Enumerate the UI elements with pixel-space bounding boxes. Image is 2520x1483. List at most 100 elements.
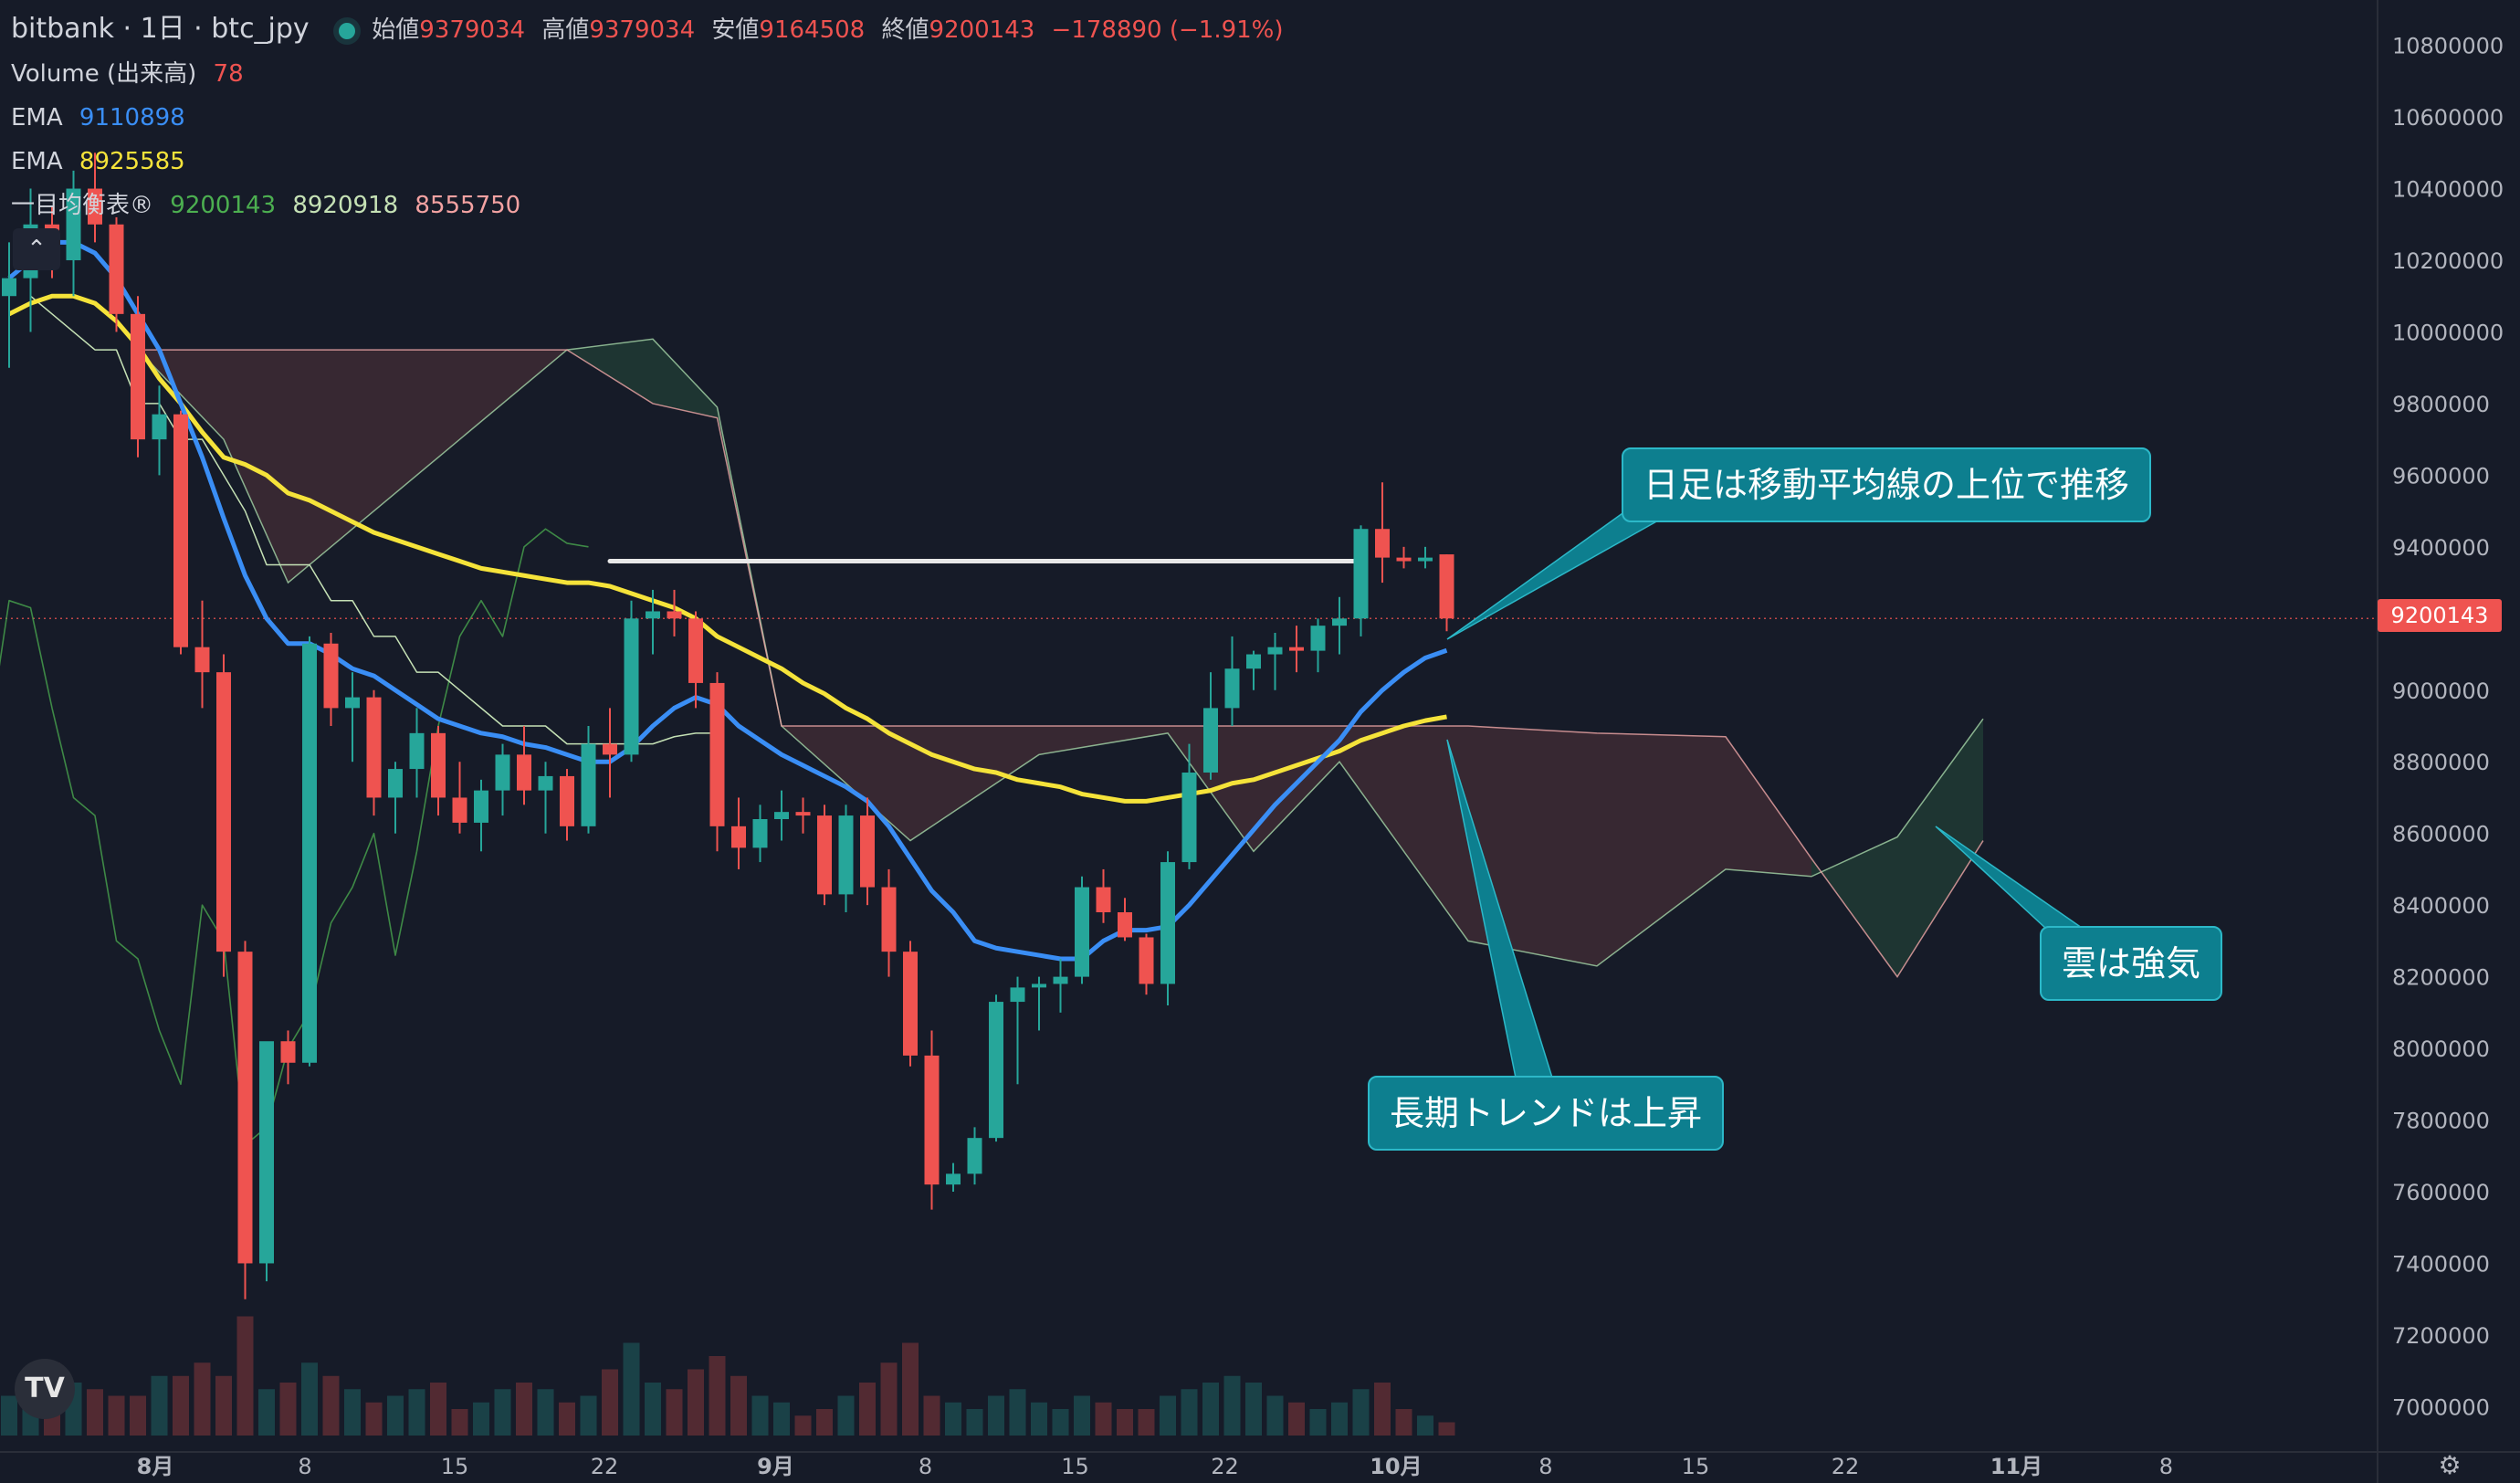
cloud-segment [352, 350, 438, 530]
volume-bar [194, 1362, 211, 1436]
volume-bar [730, 1375, 747, 1436]
ema-slow-line [7, 293, 1447, 804]
volume-bar [988, 1395, 1004, 1436]
y-tick-label: 10600000 [2392, 105, 2504, 131]
legend-title-row: bitbank · 1日 · btc_jpy 始値9379034 高値93790… [11, 7, 1293, 52]
cloud-segment [1254, 726, 1339, 852]
volume-bar [1117, 1409, 1133, 1436]
candle-body [1224, 668, 1240, 709]
volume-bar [923, 1395, 940, 1436]
x-tick-label: 10月 [1370, 1454, 1422, 1479]
candle-body [624, 618, 639, 755]
volume-bar [473, 1402, 489, 1436]
volume-bar [709, 1356, 726, 1436]
candle-body [795, 812, 811, 816]
ichimoku-cloud-layer [137, 338, 1984, 978]
volume-bar [258, 1389, 275, 1436]
legend-volume-row[interactable]: Volume (出来高) 78 [11, 52, 1293, 96]
chart-legend: bitbank · 1日 · btc_jpy 始値9379034 高値93790… [11, 7, 1293, 227]
ichimoku-value-2: 8920918 [292, 192, 399, 219]
annotation-callout-2[interactable]: 長期トレンドは上昇 [1368, 1076, 1725, 1151]
candle-body [409, 732, 425, 770]
callout-pointers-layer [1446, 510, 2084, 1078]
x-tick-label: 8 [919, 1454, 932, 1479]
candle-body [1310, 626, 1326, 651]
candle-body [1375, 529, 1390, 558]
volume-bar [1266, 1395, 1284, 1436]
volume-bar [537, 1389, 554, 1436]
candle-body [517, 754, 531, 791]
ema-slow-value: 8925585 [79, 148, 185, 175]
candle-body [1418, 557, 1433, 562]
volume-bar [837, 1395, 855, 1436]
volume-bar [1052, 1409, 1069, 1436]
legend-ema-fast-row[interactable]: EMA 9110898 [11, 96, 1293, 140]
x-tick-label: 8 [1538, 1454, 1552, 1479]
cloud-segment [1468, 726, 1597, 966]
volume-bar [580, 1395, 597, 1436]
candle-body [1353, 529, 1369, 619]
candle-body [259, 1041, 274, 1264]
y-tick-label: 10200000 [2392, 248, 2504, 274]
volume-bar [559, 1402, 575, 1436]
y-tick-label: 9400000 [2392, 535, 2490, 561]
cloud-segment [1811, 836, 1897, 977]
leading-span-b [138, 349, 1984, 978]
legend-ichimoku-row[interactable]: 一目均衡表® 9200143 8920918 8555750 [11, 184, 1293, 227]
settings-icon[interactable]: ⚙ [2438, 1450, 2462, 1480]
leading-span-a [137, 338, 1984, 967]
candle-body [560, 775, 574, 826]
y-tick-label: 8400000 [2392, 893, 2490, 919]
volume-bar [387, 1395, 404, 1436]
y-tick-label: 8000000 [2392, 1036, 2490, 1062]
annotation-text-1: 日足は移動平均線の上位で推移 [1643, 465, 2130, 505]
candle-body [924, 1055, 940, 1185]
volume-bar [1160, 1395, 1176, 1436]
candle-body [581, 743, 596, 826]
candle-body [452, 797, 467, 823]
candle-body [774, 812, 789, 819]
candle-body [431, 732, 446, 798]
x-tick-label: 9月 [757, 1454, 794, 1479]
candle-body [1267, 647, 1283, 655]
volume-bar [215, 1375, 232, 1436]
y-tick-label: 10000000 [2392, 320, 2504, 345]
x-tick-label: 22 [591, 1454, 619, 1479]
annotation-callout-3[interactable]: 雲は強気 [2040, 926, 2223, 1001]
volume-bar [130, 1395, 146, 1436]
x-tick-label: 8 [298, 1454, 311, 1479]
volume-bar [1031, 1402, 1047, 1436]
ichimoku-label: 一目均衡表® [11, 192, 154, 219]
volume-bar [1438, 1422, 1455, 1436]
volume-bar [794, 1415, 812, 1436]
candle-body [1396, 557, 1412, 562]
symbol-title[interactable]: bitbank · 1日 · btc_jpy [11, 13, 310, 45]
candle-body [1246, 654, 1261, 669]
candle-body [323, 643, 339, 709]
candle-body [538, 775, 553, 791]
volume-bar [108, 1395, 125, 1436]
tradingview-logo-icon[interactable]: TV [15, 1359, 75, 1419]
y-tick-label: 9600000 [2392, 463, 2490, 489]
legend-ema-slow-row[interactable]: EMA 8925585 [11, 140, 1293, 184]
x-tick-label: 8 [2159, 1454, 2173, 1479]
cloud-segment [567, 339, 653, 404]
volume-bar [902, 1342, 919, 1436]
candle-body [345, 697, 360, 709]
annotation-callout-1[interactable]: 日足は移動平均線の上位で推移 [1622, 447, 2152, 522]
cloud-segment [653, 339, 718, 418]
volume-bar [1245, 1383, 1262, 1436]
volume-bar [816, 1409, 833, 1436]
candle-body [1181, 773, 1197, 863]
volume-bar [945, 1402, 961, 1436]
candle-body [688, 618, 703, 683]
cloud-segment [1597, 732, 1726, 966]
volume-bar [688, 1369, 704, 1436]
candle-body [495, 754, 510, 791]
x-tick-label: 11月 [1990, 1454, 2042, 1479]
candle-body [1053, 976, 1068, 984]
collapse-legend-button[interactable]: ⌃ [13, 228, 60, 270]
candle-body [237, 952, 253, 1264]
